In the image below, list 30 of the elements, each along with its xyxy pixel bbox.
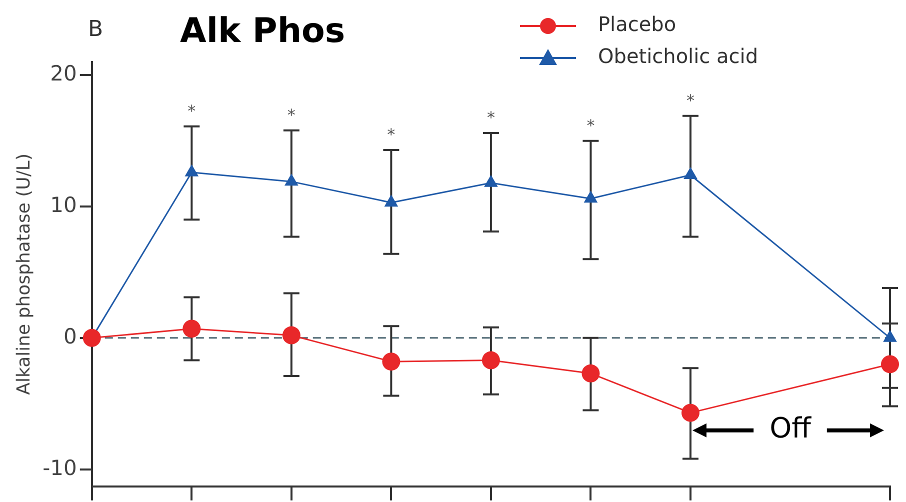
point: [184, 164, 199, 176]
y-tick-label: 20: [50, 62, 77, 86]
annotation: *: [188, 102, 196, 121]
y-tick-label: 10: [50, 192, 77, 217]
y-tick-label: -10: [42, 456, 77, 480]
point: [384, 194, 398, 207]
point: [382, 352, 400, 371]
point: [681, 404, 700, 422]
legend-label: Placebo: [598, 12, 676, 36]
point: [684, 167, 698, 179]
legend-label: Obeticholic acid: [598, 44, 758, 68]
point: [284, 174, 298, 186]
annotation: *: [486, 108, 495, 128]
point: [881, 355, 899, 374]
text: B: [88, 17, 104, 42]
point: [282, 326, 300, 344]
y-tick-label: 0: [64, 324, 77, 348]
y-axis-title: Alkaline phosphatase (U/L): [13, 154, 34, 395]
annotation: Off: [770, 412, 812, 445]
point: [482, 351, 500, 370]
point: [82, 328, 101, 347]
annotation: *: [287, 105, 296, 124]
chart-title: Alk Phos: [180, 11, 346, 51]
point: [584, 190, 598, 203]
point: [582, 364, 600, 382]
annotation: *: [387, 125, 396, 144]
point: [182, 320, 201, 338]
annotation: *: [686, 91, 694, 110]
annotation: *: [586, 116, 595, 135]
point: [484, 174, 498, 187]
